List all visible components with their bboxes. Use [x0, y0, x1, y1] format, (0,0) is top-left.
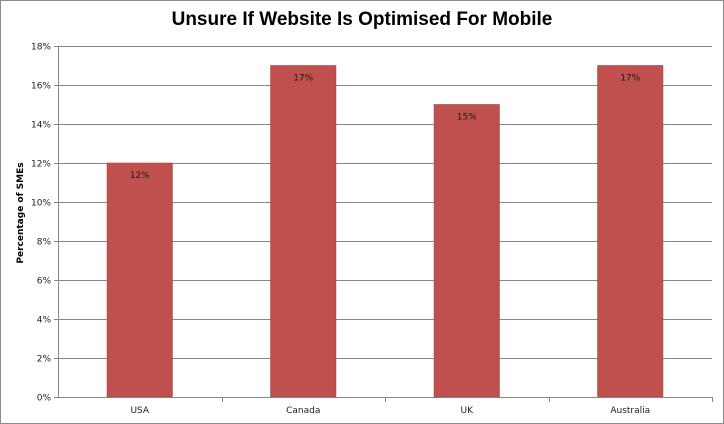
y-axis-title: Percentage of SMEs [16, 162, 26, 263]
x-tick-label: Canada [286, 406, 320, 416]
chart-title: Unsure If Website Is Optimised For Mobil… [171, 9, 553, 30]
data-label: 17% [293, 74, 313, 84]
data-label: 17% [620, 74, 640, 84]
y-tick-label: 6% [37, 277, 52, 287]
y-tick-label: 0% [37, 394, 52, 404]
y-tick-label: 2% [37, 355, 52, 365]
data-label: 15% [457, 113, 477, 123]
y-tick-label: 14% [31, 121, 51, 131]
bar-canada [270, 65, 337, 398]
y-tick-label: 18% [31, 43, 51, 53]
bar-uk [433, 104, 500, 398]
x-tick-label: Australia [610, 406, 650, 416]
x-tick-label: UK [461, 406, 475, 416]
y-tick-label: 4% [37, 316, 52, 326]
x-tick-label: USA [130, 406, 149, 416]
data-label: 12% [130, 171, 150, 181]
y-tick-label: 12% [31, 160, 51, 170]
y-tick-label: 16% [31, 82, 51, 92]
bar-usa [106, 162, 173, 398]
y-tick-label: 10% [31, 199, 51, 209]
y-tick-label: 8% [37, 238, 52, 248]
bar-australia [597, 65, 664, 398]
